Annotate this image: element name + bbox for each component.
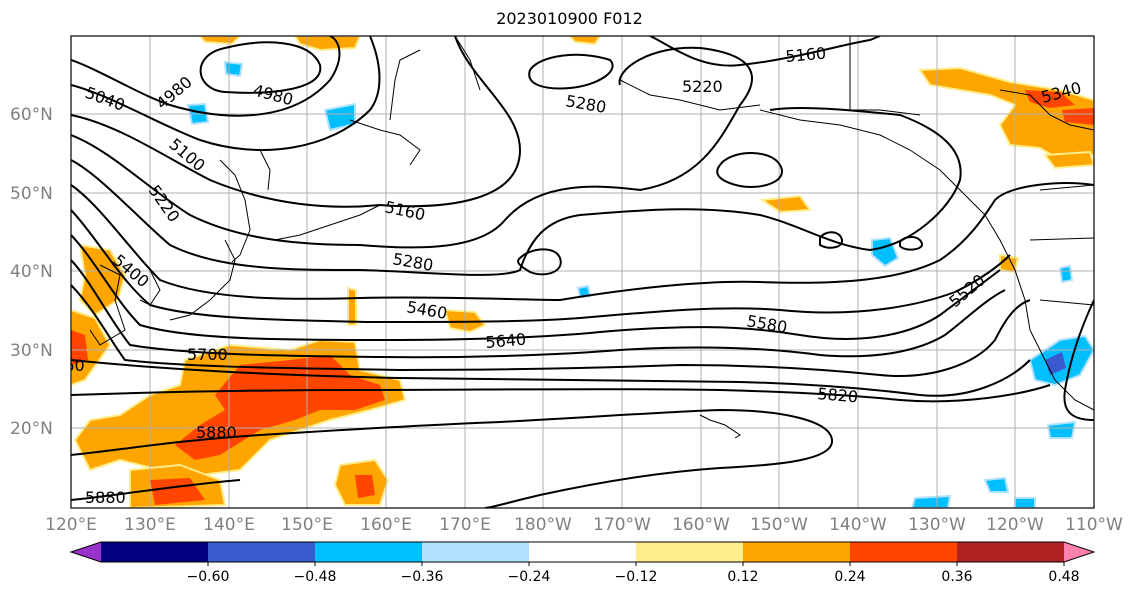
positive-field bbox=[78, 243, 127, 317]
lat-label: 30°N bbox=[10, 341, 53, 361]
contour-label: 5760 bbox=[44, 356, 85, 375]
lon-label: 170°W bbox=[593, 515, 651, 535]
contour-label: 5220 bbox=[682, 77, 723, 96]
positive-field-core bbox=[355, 475, 375, 498]
colorbar-tick-label: −0.36 bbox=[401, 569, 444, 585]
contour-label: 5700 bbox=[187, 345, 228, 364]
negative-field bbox=[1046, 420, 1077, 439]
colorbar-tick-label: −0.60 bbox=[187, 569, 230, 585]
contour-label: 5880 bbox=[196, 423, 237, 442]
lat-label: 20°N bbox=[10, 419, 53, 439]
map-title: 2023010900 F012 bbox=[496, 9, 643, 28]
colorbar-outline bbox=[69, 541, 1096, 563]
coastlines bbox=[89, 36, 1094, 439]
positive-field-core bbox=[1025, 90, 1075, 108]
lon-label: 130°E bbox=[124, 515, 176, 535]
positive-field-core bbox=[175, 355, 385, 460]
contour-label: 5820 bbox=[817, 384, 859, 406]
negative-field bbox=[223, 60, 244, 78]
lat-label: 50°N bbox=[10, 184, 53, 204]
positive-field bbox=[568, 36, 602, 46]
colorbar-segment bbox=[208, 542, 316, 562]
lon-label: 150°W bbox=[750, 515, 808, 535]
negative-field bbox=[1058, 264, 1074, 284]
colorbar-segment bbox=[636, 542, 744, 562]
colorbar-segments bbox=[69, 541, 1096, 563]
colorbar: −0.60 −0.48 −0.36 −0.24 −0.12 0.12 0.24 0.36 0.4… bbox=[69, 541, 1096, 585]
colorbar-tick-label: 0.12 bbox=[727, 569, 758, 585]
positive-field bbox=[759, 194, 812, 214]
lon-label: 140°W bbox=[829, 515, 887, 535]
map-panel: 4980 4980 5040 5100 5160 5160 5220 5220 … bbox=[44, 36, 1094, 508]
negative-field bbox=[983, 476, 1010, 493]
negative-field-core bbox=[1045, 352, 1066, 375]
map-frame bbox=[70, 35, 1095, 509]
lon-label: 110°W bbox=[1065, 515, 1123, 535]
lon-label: 150°E bbox=[281, 515, 333, 535]
lon-label: 130°W bbox=[908, 515, 966, 535]
lat-label: 60°N bbox=[10, 105, 53, 125]
positive-field-core bbox=[1062, 108, 1094, 125]
positive-field bbox=[1043, 150, 1094, 170]
positive-field bbox=[347, 286, 357, 326]
positive-field bbox=[918, 66, 1094, 162]
lat-axis: 60°N 50°N 40°N 30°N 20°N bbox=[10, 105, 53, 439]
lon-label: 170°E bbox=[439, 515, 491, 535]
colorbar-segment bbox=[422, 542, 530, 562]
positive-field bbox=[293, 36, 362, 52]
contour-label: 5880 bbox=[85, 488, 126, 507]
colorbar-tick-label: 0.24 bbox=[834, 569, 865, 585]
negative-field bbox=[323, 102, 356, 132]
negative-field bbox=[1014, 497, 1036, 508]
lon-label: 120°E bbox=[45, 515, 97, 535]
lon-label: 140°E bbox=[203, 515, 255, 535]
contour-label: 5640 bbox=[485, 330, 527, 352]
lon-axis: 120°E 130°E 140°E 150°E 160°E 170°E 180°… bbox=[45, 515, 1123, 535]
colorbar-segment bbox=[101, 542, 209, 562]
colorbar-tick-label: −0.12 bbox=[615, 569, 658, 585]
negative-field bbox=[910, 494, 952, 508]
colorbar-extend-max bbox=[1064, 542, 1094, 562]
lat-label: 40°N bbox=[10, 262, 53, 282]
colorbar-extend-min bbox=[71, 542, 101, 562]
height-contours bbox=[71, 36, 1094, 508]
colorbar-segment bbox=[850, 542, 958, 562]
lon-label: 120°W bbox=[986, 515, 1044, 535]
positive-field-core bbox=[71, 330, 88, 365]
lon-label: 160°W bbox=[672, 515, 730, 535]
colorbar-tick-label: −0.48 bbox=[294, 569, 337, 585]
colorbar-segment bbox=[957, 542, 1065, 562]
positive-field bbox=[198, 36, 242, 46]
colorbar-tick-label: 0.48 bbox=[1048, 569, 1079, 585]
colorbar-ticks: −0.60 −0.48 −0.36 −0.24 −0.12 0.12 0.24 0.36 0.4… bbox=[187, 562, 1080, 585]
colorbar-tick-label: 0.36 bbox=[941, 569, 972, 585]
colorbar-segment bbox=[529, 542, 637, 562]
colorbar-tick-label: −0.24 bbox=[508, 569, 551, 585]
colorbar-segment bbox=[315, 542, 423, 562]
shaded-fields bbox=[71, 36, 1094, 508]
lon-label: 180°W bbox=[514, 515, 572, 535]
lon-label: 160°E bbox=[360, 515, 412, 535]
contour-label: 5160 bbox=[785, 44, 827, 66]
colorbar-segment bbox=[743, 542, 851, 562]
